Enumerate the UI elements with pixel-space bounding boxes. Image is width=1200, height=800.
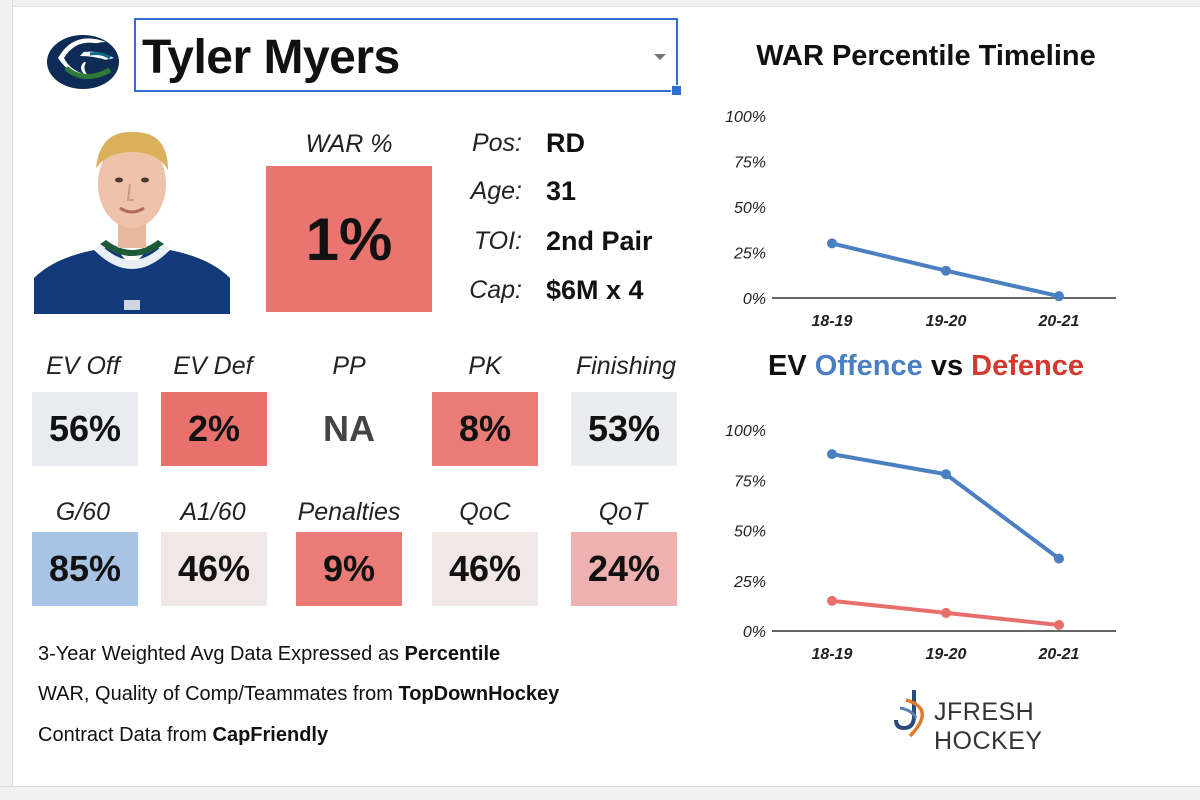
data-point-offence — [827, 449, 837, 460]
y-tick-label: 100% — [725, 109, 766, 126]
footnote-contract-source: Contract Data from CapFriendly — [38, 724, 328, 747]
footnote-text: WAR, Quality of Comp/Teammates from — [38, 683, 399, 705]
ev-title-defence: Defence — [971, 350, 1084, 382]
toi-value: 2nd Pair — [546, 226, 653, 256]
data-point-war — [827, 238, 837, 249]
g60-label: G/60 — [55, 498, 111, 526]
x-tick-label: 20-21 — [1038, 313, 1080, 330]
toi-label: TOI: — [473, 227, 522, 255]
ev-chart-title: EV Offence vs Defence — [716, 350, 1136, 383]
g60-cell: 85% — [32, 532, 138, 606]
footnote-bold: TopDownHockey — [398, 683, 560, 705]
footnote-text: 3-Year Weighted Avg Data Expressed as — [38, 643, 405, 665]
y-tick-label: 25% — [733, 246, 766, 263]
qot-label: QoT — [598, 498, 648, 526]
data-point-defence — [941, 607, 951, 618]
jfresh-logo-icon — [894, 690, 924, 738]
sheet-row-gutter — [0, 0, 13, 799]
data-point-offence — [941, 469, 951, 480]
pos-label: Pos: — [471, 129, 522, 157]
y-tick-label: 50% — [734, 200, 766, 217]
player-photo — [34, 118, 230, 314]
ev-title-prefix: EV — [768, 350, 815, 382]
ev-title-vs: vs — [922, 350, 972, 382]
pk-label: PK — [468, 352, 502, 380]
chevron-down-icon[interactable] — [654, 54, 666, 60]
x-tick-label: 20-21 — [1038, 646, 1080, 663]
ev-def-cell: 2% — [161, 392, 267, 466]
data-point-war — [941, 265, 951, 276]
finishing-label: Finishing — [575, 352, 677, 380]
qot-cell: 24% — [571, 532, 677, 606]
x-tick-label: 18-19 — [812, 646, 853, 663]
pp-label: PP — [332, 352, 366, 380]
data-point-defence — [1054, 619, 1064, 630]
footnote-war-source: WAR, Quality of Comp/Teammates from TopD… — [38, 683, 559, 706]
qoc-cell: 46% — [432, 532, 538, 606]
ev-off-label: EV Off — [46, 352, 120, 380]
brand-name: JFRESH HOCKEY — [934, 698, 1043, 755]
y-tick-label: 100% — [725, 423, 766, 440]
pp-cell: NA — [296, 392, 402, 466]
ev-offence-defence-chart: 0% 25% 50% 75% 100% 18-19 19-20 20-21 — [725, 423, 1116, 663]
a160-label: A1/60 — [180, 498, 246, 526]
cell-resize-handle[interactable] — [671, 85, 682, 96]
data-point-defence — [827, 595, 837, 606]
pk-cell: 8% — [432, 392, 538, 466]
jfresh-brand: JFRESH HOCKEY — [892, 686, 1142, 755]
player-name: Tyler Myers — [142, 31, 400, 84]
ev-def-label: EV Def — [173, 352, 253, 380]
penalties-label: Penalties — [297, 498, 401, 526]
y-tick-label: 50% — [734, 524, 766, 541]
footnote-text: Contract Data from — [38, 724, 213, 746]
ev-title-offence: Offence — [814, 350, 923, 382]
y-tick-label: 25% — [733, 574, 766, 591]
age-label: Age: — [470, 177, 522, 205]
footnote-bold: CapFriendly — [212, 724, 329, 746]
sheet-top-edge — [0, 0, 1200, 7]
x-tick-label: 18-19 — [812, 313, 853, 330]
footnote-percentile: 3-Year Weighted Avg Data Expressed as Pe… — [38, 643, 500, 666]
ev-off-cell: 56% — [32, 392, 138, 466]
footnote-bold: Percentile — [404, 643, 501, 665]
data-point-war — [1054, 291, 1064, 302]
x-tick-label: 19-20 — [926, 646, 967, 663]
y-tick-label: 0% — [743, 291, 766, 308]
war-value-cell: 1% — [266, 166, 432, 312]
player-select-dropdown[interactable]: Tyler Myers — [134, 18, 682, 96]
cap-value: $6M x 4 — [546, 275, 644, 305]
a160-cell: 46% — [161, 532, 267, 606]
y-tick-label: 75% — [734, 473, 766, 490]
x-tick-label: 19-20 — [926, 313, 967, 330]
finishing-cell: 53% — [571, 392, 677, 466]
age-value: 31 — [546, 176, 577, 206]
y-tick-label: 0% — [743, 624, 766, 641]
data-point-offence — [1054, 553, 1064, 564]
canucks-logo-icon — [47, 35, 119, 89]
pos-value: RD — [546, 128, 585, 158]
war-timeline-title: WAR Percentile Timeline — [756, 40, 1096, 72]
penalties-cell: 9% — [296, 532, 402, 606]
qoc-label: QoC — [459, 498, 511, 526]
war-timeline-chart: 0% 25% 50% 75% 100% 18-19 19-20 20-21 — [725, 109, 1116, 330]
sheet-bottom-edge — [0, 786, 1200, 800]
war-label: WAR % — [305, 130, 393, 158]
cap-label: Cap: — [469, 276, 522, 304]
y-tick-label: 75% — [734, 155, 766, 172]
